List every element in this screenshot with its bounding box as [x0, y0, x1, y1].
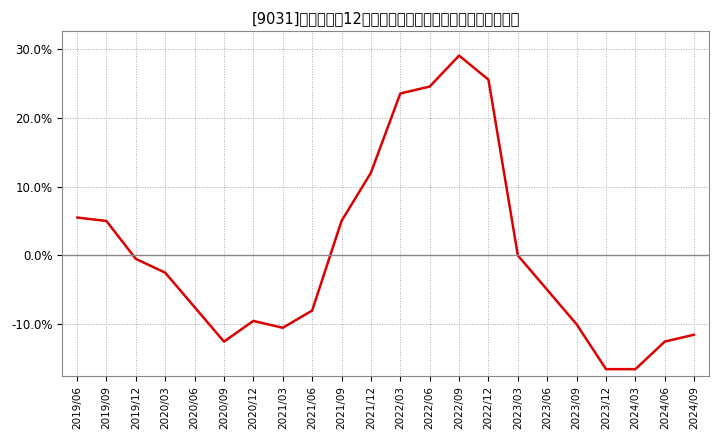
Title: [9031]　売上高の12か月移動合計の対前年同期増減率の推移: [9031] 売上高の12か月移動合計の対前年同期増減率の推移 [251, 11, 520, 26]
